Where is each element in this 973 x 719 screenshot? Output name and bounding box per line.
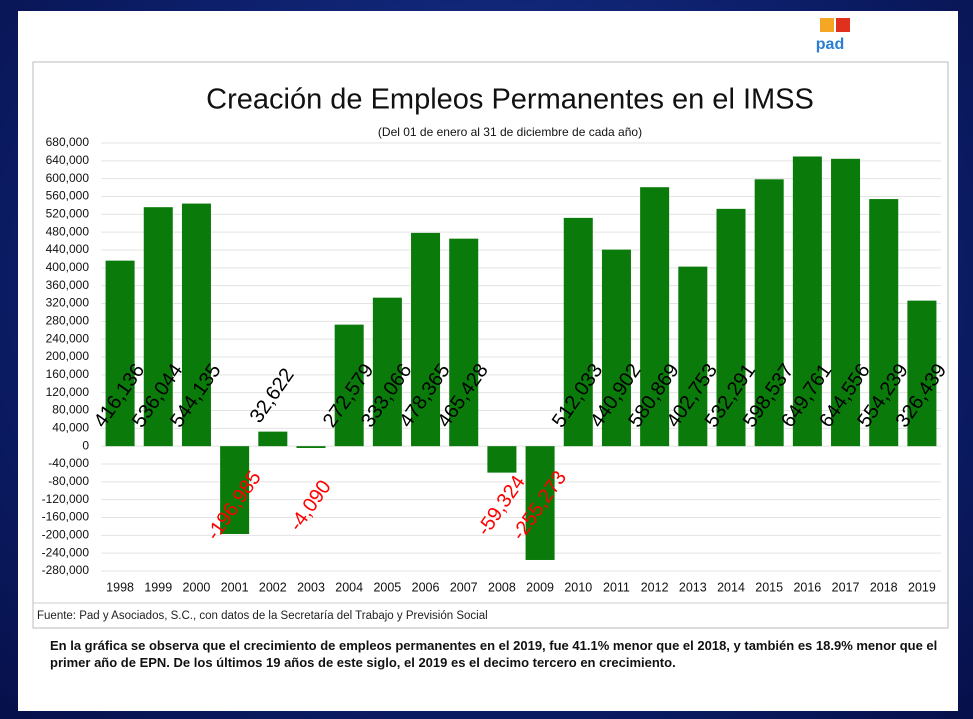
- caption: En la gráfica se observa que el crecimie…: [50, 638, 938, 670]
- y-tick-label: -40,000: [48, 456, 89, 470]
- y-tick-label: -200,000: [42, 528, 90, 542]
- x-tick-label: 2012: [641, 580, 669, 594]
- y-tick-label: 280,000: [46, 314, 90, 328]
- bar: [181, 203, 211, 447]
- x-tick-label: 2017: [832, 580, 860, 594]
- y-tick-label: -280,000: [42, 563, 90, 577]
- x-tick-label: 2011: [603, 580, 630, 594]
- source-note: Fuente: Pad y Asociados, S.C., con datos…: [37, 610, 488, 622]
- y-tick-label: 0: [82, 438, 89, 452]
- bar: [869, 199, 899, 447]
- chart-title: Creación de Empleos Permanentes en el IM…: [206, 84, 814, 116]
- x-tick-label: 2009: [526, 580, 554, 594]
- bar: [640, 187, 670, 447]
- bar: [105, 260, 135, 447]
- y-tick-label: -240,000: [42, 545, 90, 559]
- bar: [831, 158, 861, 447]
- x-tick-label: 2005: [373, 580, 401, 594]
- y-tick-label: 200,000: [46, 349, 90, 363]
- bar: [449, 238, 479, 447]
- y-tick-label: 400,000: [46, 260, 90, 274]
- bar: [678, 266, 708, 447]
- x-tick-label: 2008: [488, 580, 516, 594]
- x-tick-label: 2002: [259, 580, 287, 594]
- bar: [334, 324, 364, 447]
- y-tick-label: 120,000: [46, 385, 90, 399]
- x-tick-label: 2006: [412, 580, 440, 594]
- x-tick-label: 2013: [679, 580, 707, 594]
- bar: [487, 446, 517, 473]
- y-tick-label: 480,000: [46, 224, 90, 238]
- bar: [372, 297, 402, 447]
- y-tick-label: 640,000: [46, 153, 90, 167]
- bar: [563, 217, 593, 447]
- logo-text: pad: [816, 36, 844, 53]
- bar: [296, 446, 326, 448]
- y-tick-label: -80,000: [48, 474, 89, 488]
- logo-icon: [836, 18, 850, 32]
- x-tick-label: 1999: [144, 580, 172, 594]
- x-tick-label: 2019: [908, 580, 936, 594]
- x-tick-label: 2010: [564, 580, 592, 594]
- x-tick-label: 2014: [717, 580, 745, 594]
- y-tick-label: 160,000: [46, 367, 90, 381]
- y-tick-label: 360,000: [46, 278, 90, 292]
- x-tick-label: 2003: [297, 580, 325, 594]
- bar: [258, 431, 288, 447]
- x-tick-label: 2001: [221, 580, 249, 594]
- bar: [754, 179, 784, 447]
- bar: [907, 300, 937, 447]
- bar: [220, 446, 250, 534]
- bar: [601, 249, 631, 447]
- y-tick-label: 40,000: [52, 421, 89, 435]
- y-tick-label: 680,000: [46, 135, 90, 149]
- x-tick-label: 2000: [183, 580, 211, 594]
- bar: [143, 207, 173, 447]
- x-tick-label: 2015: [755, 580, 783, 594]
- y-tick-label: 80,000: [52, 403, 89, 417]
- bar: [792, 156, 822, 447]
- bar: [525, 446, 555, 560]
- y-tick-label: 440,000: [46, 242, 90, 256]
- y-tick-label: -160,000: [42, 510, 90, 524]
- y-tick-label: 320,000: [46, 296, 90, 310]
- bar: [716, 208, 746, 447]
- chart-subtitle: (Del 01 de enero al 31 de diciembre de c…: [378, 125, 642, 139]
- y-tick-label: 560,000: [46, 189, 90, 203]
- x-tick-label: 2016: [793, 580, 821, 594]
- x-tick-label: 1998: [106, 580, 134, 594]
- x-tick-label: 2004: [335, 580, 363, 594]
- bar: [411, 232, 441, 447]
- y-tick-label: -120,000: [42, 492, 90, 506]
- x-tick-label: 2018: [870, 580, 898, 594]
- logo-icon: [820, 18, 834, 32]
- y-tick-label: 600,000: [46, 171, 90, 185]
- y-tick-label: 520,000: [46, 207, 90, 221]
- x-tick-label: 2007: [450, 580, 478, 594]
- y-tick-label: 240,000: [46, 331, 90, 345]
